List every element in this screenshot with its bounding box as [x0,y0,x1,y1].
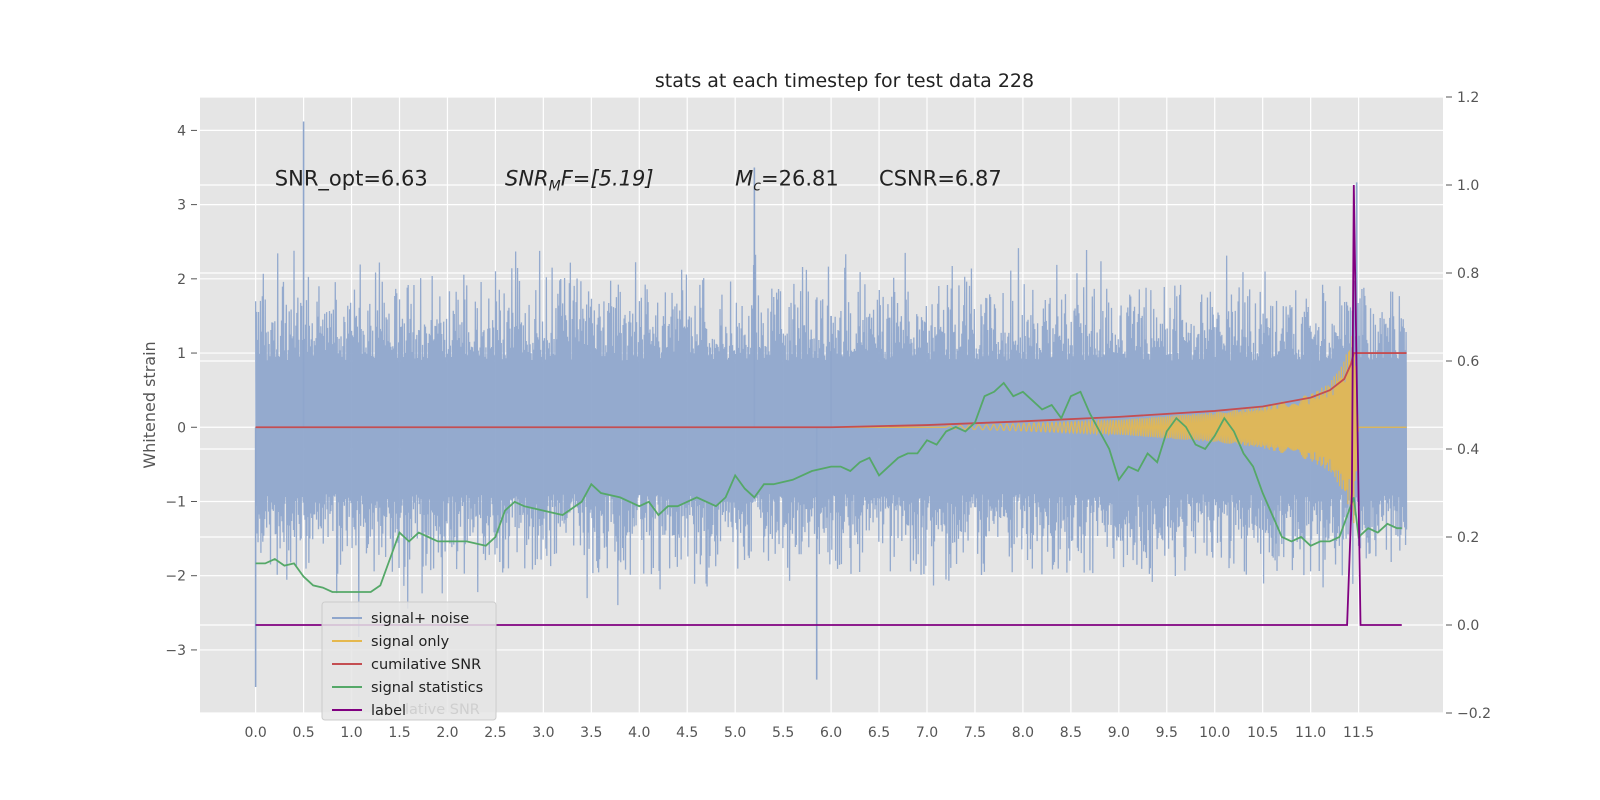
legend: lative SNR signal+ noise signal only cumila… [321,601,497,721]
legend-ghost-text: lative SNR [405,702,480,718]
x-tick-label: 0.5 [292,725,314,741]
annotation-rest: F=[5.19] [561,167,654,191]
y-tick-label: 4 [177,123,186,139]
x-tick-label: 3.5 [580,725,602,741]
x-tick-label: 8.0 [1012,725,1034,741]
annotation-text: CSNR=6.87 [879,167,1002,191]
x-tick-label: 11.5 [1343,725,1374,741]
y2-tick-label: 0.4 [1457,442,1479,458]
legend-label: signal+ noise [371,611,469,627]
y2-tick-label: 0.2 [1457,530,1479,546]
annotation-layer: SNR_opt=6.63 SNRMF=[5.19] Mc=26.81 CSNR=6.8… [275,167,1002,195]
annotation-text: SNR_opt=6.63 [275,167,428,192]
y2-tick-label: 0.6 [1457,354,1479,370]
y-tick-label: 3 [177,198,186,214]
x-tick-label: 5.5 [772,725,794,741]
x-tick-label: 10.0 [1199,725,1230,741]
series-signal-statistics [255,381,1402,593]
annotation-main: SNR [505,167,549,191]
y2-tick-label: 0.0 [1457,618,1479,634]
y-tick-label: 2 [177,272,186,288]
y-tick-label: −1 [165,494,186,510]
x-tick-label: 0.0 [244,725,266,741]
chart-title: stats at each timestep for test data 228 [655,70,1034,92]
legend-label: cumilative SNR [371,657,481,673]
series-cumilative-snr [255,352,1407,429]
y2-tick-label: 1.2 [1457,90,1479,106]
annotation-main: M [735,167,753,191]
annotation-subscript: c [753,179,761,195]
x-tick-label: 8.5 [1060,725,1082,741]
x-tick-label: 1.0 [340,725,362,741]
x-tick-label: 9.5 [1156,725,1178,741]
annotation-rest: =26.81 [761,167,839,191]
x-tick-label: 6.5 [868,725,890,741]
y-tick-label: −3 [165,643,186,659]
series-layer [254,121,1408,688]
series-signal-only [945,336,1360,524]
x-tick-label: 5.0 [724,725,746,741]
x-tick-label: 4.5 [676,725,698,741]
y2-tick-label: 0.8 [1457,266,1479,282]
legend-label: signal only [371,634,450,650]
x-tick-label: 10.5 [1247,725,1278,741]
y-tick-label: −2 [165,569,186,585]
y2-tick-label: 1.0 [1457,178,1479,194]
x-tick-label: 7.5 [964,725,986,741]
x-tick-label: 2.0 [436,725,458,741]
legend-label: label [371,703,406,719]
y-tick-label: 1 [177,346,186,362]
x-tick-label: 1.5 [388,725,410,741]
x-tick-label: 11.0 [1295,725,1326,741]
x-tick-label: 7.0 [916,725,938,741]
series-label [255,184,1402,626]
annotation-text: Mc=26.81 [735,167,839,195]
annotation-subscript: M [549,179,561,195]
x-tick-label: 4.0 [628,725,650,741]
annotation-text: SNRMF=[5.19] [505,167,654,195]
legend-label: signal statistics [371,680,483,696]
x-tick-label: 9.0 [1108,725,1130,741]
x-tick-label: 2.5 [484,725,506,741]
x-tick-label: 3.0 [532,725,554,741]
tick-layer: 0.0 0.5 1.0 1.5 2.0 2.5 3.0 3.5 4.0 4.5 5.0 5.5 6.0 6… [165,90,1491,741]
legend-box [321,601,497,721]
y-tick-label: 0 [177,420,186,436]
y-axis-label: Whitened strain [140,341,159,468]
x-tick-label: 6.0 [820,725,842,741]
y2-tick-label: −0.2 [1457,706,1491,722]
